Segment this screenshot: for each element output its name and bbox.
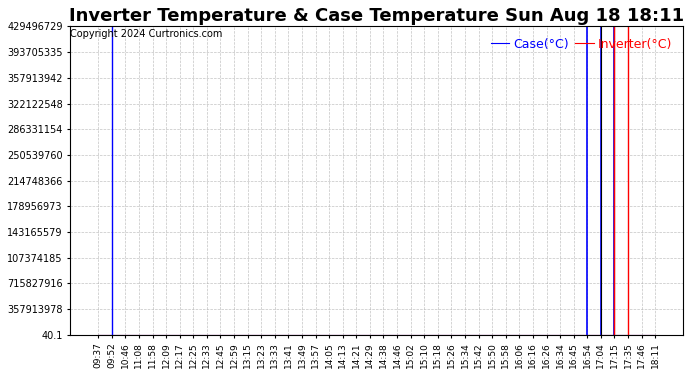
Case(°C) bbox=[217, 332, 225, 337]
Case(°C) bbox=[148, 332, 157, 337]
Inverter(°C) bbox=[189, 332, 197, 337]
Case(°C) bbox=[488, 332, 496, 337]
Case(°C) bbox=[162, 332, 170, 337]
Case(°C) bbox=[175, 332, 184, 337]
Case(°C) bbox=[583, 332, 591, 337]
Case(°C) bbox=[624, 332, 632, 337]
Inverter(°C) bbox=[380, 332, 388, 337]
Inverter(°C) bbox=[529, 332, 537, 337]
Case(°C) bbox=[461, 332, 469, 337]
Inverter(°C) bbox=[270, 332, 279, 337]
Inverter(°C) bbox=[230, 332, 238, 337]
Case(°C) bbox=[298, 332, 306, 337]
Inverter(°C) bbox=[515, 332, 524, 337]
Case(°C) bbox=[311, 332, 319, 337]
Inverter(°C) bbox=[569, 332, 578, 337]
Inverter(°C) bbox=[217, 332, 225, 337]
Inverter(°C) bbox=[325, 332, 333, 337]
Case(°C) bbox=[325, 332, 333, 337]
Inverter(°C) bbox=[203, 332, 211, 337]
Case(°C) bbox=[352, 332, 360, 337]
Inverter(°C) bbox=[339, 332, 347, 337]
Case(°C) bbox=[515, 332, 524, 337]
Case(°C) bbox=[542, 332, 551, 337]
Inverter(°C) bbox=[447, 332, 455, 337]
Case(°C) bbox=[569, 332, 578, 337]
Case(°C) bbox=[447, 332, 455, 337]
Case(°C) bbox=[638, 332, 646, 337]
Case(°C) bbox=[434, 332, 442, 337]
Inverter(°C) bbox=[257, 332, 266, 337]
Inverter(°C) bbox=[284, 332, 293, 337]
Case(°C) bbox=[597, 332, 605, 337]
Case(°C) bbox=[203, 332, 211, 337]
Case(°C) bbox=[257, 332, 266, 337]
Inverter(°C) bbox=[148, 332, 157, 337]
Inverter(°C) bbox=[542, 332, 551, 337]
Inverter(°C) bbox=[352, 332, 360, 337]
Case(°C) bbox=[406, 332, 415, 337]
Inverter(°C) bbox=[298, 332, 306, 337]
Inverter(°C) bbox=[420, 332, 428, 337]
Inverter(°C) bbox=[611, 332, 619, 337]
Inverter(°C) bbox=[175, 332, 184, 337]
Inverter(°C) bbox=[624, 332, 632, 337]
Inverter(°C) bbox=[638, 332, 646, 337]
Case(°C) bbox=[135, 332, 143, 337]
Case(°C) bbox=[366, 332, 374, 337]
Inverter(°C) bbox=[162, 332, 170, 337]
Inverter(°C) bbox=[475, 332, 483, 337]
Case(°C) bbox=[244, 332, 252, 337]
Inverter(°C) bbox=[311, 332, 319, 337]
Case(°C) bbox=[611, 332, 619, 337]
Inverter(°C) bbox=[135, 332, 143, 337]
Inverter(°C) bbox=[556, 332, 564, 337]
Inverter(°C) bbox=[94, 332, 102, 337]
Inverter(°C) bbox=[108, 332, 116, 337]
Case(°C) bbox=[339, 332, 347, 337]
Inverter(°C) bbox=[393, 332, 401, 337]
Case(°C) bbox=[94, 332, 102, 337]
Case(°C) bbox=[393, 332, 401, 337]
Inverter(°C) bbox=[597, 332, 605, 337]
Case(°C) bbox=[121, 332, 130, 337]
Inverter(°C) bbox=[244, 332, 252, 337]
Case(°C) bbox=[189, 332, 197, 337]
Case(°C) bbox=[420, 332, 428, 337]
Case(°C) bbox=[270, 332, 279, 337]
Text: Copyright 2024 Curtronics.com: Copyright 2024 Curtronics.com bbox=[70, 29, 223, 39]
Inverter(°C) bbox=[406, 332, 415, 337]
Inverter(°C) bbox=[461, 332, 469, 337]
Case(°C) bbox=[556, 332, 564, 337]
Case(°C) bbox=[475, 332, 483, 337]
Case(°C) bbox=[651, 332, 660, 337]
Case(°C) bbox=[108, 332, 116, 337]
Inverter(°C) bbox=[366, 332, 374, 337]
Title: Inverter Temperature & Case Temperature Sun Aug 18 18:11: Inverter Temperature & Case Temperature … bbox=[69, 7, 684, 25]
Inverter(°C) bbox=[121, 332, 130, 337]
Legend: Case(°C), Inverter(°C): Case(°C), Inverter(°C) bbox=[486, 33, 677, 56]
Inverter(°C) bbox=[488, 332, 496, 337]
Inverter(°C) bbox=[651, 332, 660, 337]
Case(°C) bbox=[502, 332, 510, 337]
Inverter(°C) bbox=[434, 332, 442, 337]
Inverter(°C) bbox=[502, 332, 510, 337]
Case(°C) bbox=[529, 332, 537, 337]
Case(°C) bbox=[380, 332, 388, 337]
Case(°C) bbox=[284, 332, 293, 337]
Case(°C) bbox=[230, 332, 238, 337]
Inverter(°C) bbox=[583, 332, 591, 337]
